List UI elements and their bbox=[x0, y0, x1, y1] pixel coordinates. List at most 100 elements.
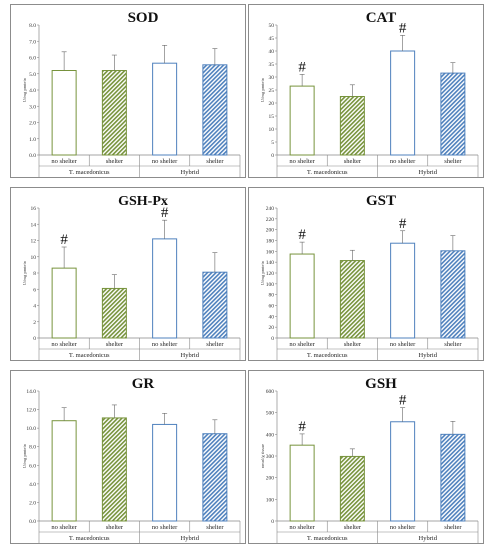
bar bbox=[390, 421, 416, 522]
x-tick-label: no shelter bbox=[51, 158, 77, 165]
chart-svg-sod: SOD U/mg protein 0.0 1.0 2.0 3.0 4.0 5.0 6.0 7.0 8… bbox=[22, 10, 241, 177]
bar bbox=[339, 96, 365, 156]
y-tick-label: 200 bbox=[266, 476, 275, 482]
y-tick-label: 25 bbox=[269, 88, 275, 94]
y-tick-label: 0 bbox=[271, 519, 274, 525]
group-label: T. macedonicus bbox=[307, 169, 348, 176]
bar bbox=[390, 50, 416, 156]
chart-title: GSH-Px bbox=[118, 194, 168, 209]
bar bbox=[202, 271, 228, 339]
y-tick-label: 400 bbox=[266, 432, 275, 438]
y-tick-label: 40 bbox=[269, 49, 275, 55]
y-tick-label: 7.0 bbox=[29, 39, 36, 45]
y-tick-label: 30 bbox=[269, 75, 275, 81]
x-tick-label: no shelter bbox=[289, 341, 315, 348]
x-tick-label: no shelter bbox=[289, 158, 315, 165]
y-tick-label: 14.0 bbox=[26, 389, 36, 395]
y-tick-label: 4.0 bbox=[29, 88, 36, 94]
y-tick-label: 6.0 bbox=[29, 463, 36, 469]
chart-panel-gst: GST U/mg protein 0 20 40 60 80 100 120 140 160 180 2… bbox=[248, 187, 484, 361]
y-tick-label: 6 bbox=[33, 287, 36, 293]
group-label: Hybrid bbox=[419, 352, 438, 359]
y-tick-label: 100 bbox=[266, 497, 275, 503]
y-tick-label: 8.0 bbox=[29, 23, 36, 29]
bar bbox=[289, 85, 315, 156]
bar bbox=[440, 250, 466, 339]
bar bbox=[51, 70, 77, 156]
y-tick-label: 220 bbox=[266, 217, 275, 223]
group-label: Hybrid bbox=[419, 169, 438, 176]
y-tick-label: 12.0 bbox=[26, 408, 36, 414]
x-tick-label: no shelter bbox=[152, 158, 178, 165]
y-tick-label: 10 bbox=[269, 127, 275, 133]
significance-marker: # bbox=[399, 393, 407, 409]
x-tick-label: no shelter bbox=[152, 341, 178, 348]
y-tick-label: 60 bbox=[269, 304, 275, 310]
y-tick-label: 45 bbox=[269, 36, 275, 42]
significance-marker: # bbox=[298, 227, 306, 243]
bar bbox=[202, 64, 228, 156]
bar bbox=[152, 62, 178, 156]
chart-panel-gsh-px: GSH-Px U/mg protein 0 2 4 6 8 10 12 14 16 # no shelt… bbox=[10, 187, 246, 361]
y-tick-label: 100 bbox=[266, 282, 275, 288]
x-tick-label: shelter bbox=[106, 524, 124, 531]
group-label: T. macedonicus bbox=[69, 535, 110, 542]
bar bbox=[101, 417, 127, 522]
group-label: T. macedonicus bbox=[69, 352, 110, 359]
bar bbox=[390, 242, 416, 339]
group-label: T. macedonicus bbox=[307, 352, 348, 359]
x-tick-label: no shelter bbox=[390, 524, 416, 531]
y-tick-label: 2 bbox=[33, 320, 36, 326]
significance-marker: # bbox=[161, 205, 169, 221]
x-tick-label: shelter bbox=[206, 341, 224, 348]
bar bbox=[339, 260, 365, 339]
y-tick-label: 2.0 bbox=[29, 121, 36, 127]
y-tick-label: 4.0 bbox=[29, 482, 36, 488]
bar bbox=[339, 455, 365, 522]
y-tick-label: 0 bbox=[33, 336, 36, 342]
y-axis-label: U/mg protein bbox=[22, 77, 27, 102]
y-tick-label: 120 bbox=[266, 271, 275, 277]
group-label: T. macedonicus bbox=[69, 169, 110, 176]
y-tick-label: 12 bbox=[31, 239, 37, 245]
y-tick-label: 10.0 bbox=[26, 426, 36, 432]
y-tick-label: 6.0 bbox=[29, 56, 36, 62]
y-axis-label: nmol/g tissue bbox=[260, 444, 265, 468]
chart-title: SOD bbox=[128, 10, 159, 26]
chart-title: GST bbox=[366, 193, 396, 209]
bar bbox=[152, 238, 178, 339]
y-tick-label: 1.0 bbox=[29, 137, 36, 143]
y-axis-label: U/mg protein bbox=[22, 260, 27, 285]
y-tick-label: 180 bbox=[266, 239, 275, 245]
group-label: Hybrid bbox=[181, 535, 200, 542]
y-tick-label: 140 bbox=[266, 260, 275, 266]
y-tick-label: 4 bbox=[33, 304, 36, 310]
y-tick-label: 8.0 bbox=[29, 445, 36, 451]
chart-panel-sod: SOD U/mg protein 0.0 1.0 2.0 3.0 4.0 5.0 6.0 7.0 8… bbox=[10, 4, 246, 178]
x-tick-label: shelter bbox=[444, 341, 462, 348]
y-tick-label: 8 bbox=[33, 271, 36, 277]
group-label: T. macedonicus bbox=[307, 535, 348, 542]
y-tick-label: 2.0 bbox=[29, 500, 36, 506]
chart-svg-cat: CAT U/mg protein 0 5 10 15 20 25 30 35 40 45 50 # no s… bbox=[260, 10, 479, 177]
y-tick-label: 300 bbox=[266, 454, 275, 460]
y-tick-label: 0.0 bbox=[29, 519, 36, 525]
y-tick-label: 20 bbox=[269, 101, 275, 107]
x-tick-label: shelter bbox=[106, 158, 124, 165]
y-tick-label: 3.0 bbox=[29, 104, 36, 110]
x-tick-label: shelter bbox=[206, 158, 224, 165]
y-axis-label: U/mg protein bbox=[22, 443, 27, 468]
y-tick-label: 160 bbox=[266, 249, 275, 255]
x-tick-label: shelter bbox=[444, 158, 462, 165]
y-tick-label: 5 bbox=[271, 140, 274, 146]
chart-title: GSH bbox=[365, 376, 397, 392]
y-tick-label: 20 bbox=[269, 325, 275, 331]
bar bbox=[101, 70, 127, 156]
chart-panel-cat: CAT U/mg protein 0 5 10 15 20 25 30 35 40 45 50 # no s… bbox=[248, 4, 484, 178]
bar bbox=[51, 420, 77, 522]
bar bbox=[289, 253, 315, 339]
x-tick-label: no shelter bbox=[390, 158, 416, 165]
significance-marker: # bbox=[399, 20, 407, 36]
chart-svg-gsh: GSH nmol/g tissue 0 100 200 300 400 500 600 # no s… bbox=[260, 376, 479, 543]
x-tick-label: no shelter bbox=[289, 524, 315, 531]
